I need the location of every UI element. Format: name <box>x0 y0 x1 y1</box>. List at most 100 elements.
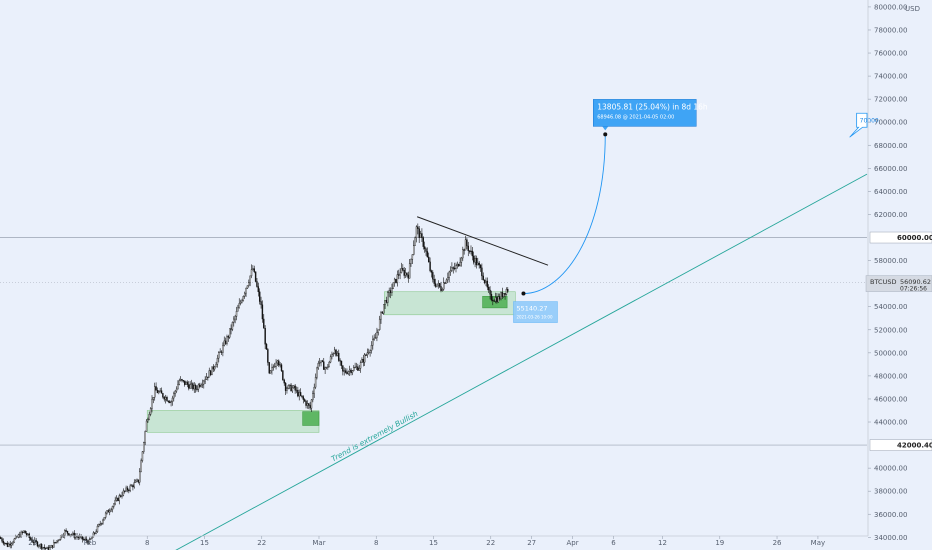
candle-body <box>402 268 404 271</box>
candle-body <box>242 296 245 301</box>
candle-body <box>329 356 332 363</box>
projection-start-dot[interactable] <box>521 291 526 296</box>
candle <box>200 382 202 388</box>
demand-zone-strong[interactable] <box>482 296 508 309</box>
time-tick-label: 6 <box>611 539 616 547</box>
candle <box>250 264 253 279</box>
price-tick-label: 70000.00 <box>874 119 907 127</box>
ascending-support-trendline[interactable] <box>164 173 868 550</box>
candle-body <box>488 286 490 291</box>
candle <box>243 291 246 299</box>
candle <box>178 378 180 386</box>
candle-body <box>421 233 423 238</box>
candle <box>443 277 445 291</box>
candle <box>395 278 397 284</box>
candle-body <box>200 384 202 387</box>
candle <box>316 366 318 380</box>
candle-body <box>434 283 437 287</box>
candle <box>347 370 349 376</box>
projection-end-dot[interactable] <box>603 132 608 137</box>
candle <box>91 536 93 539</box>
candle <box>335 348 337 357</box>
candle <box>21 530 24 535</box>
candle-body <box>114 499 116 505</box>
candle-body <box>234 316 236 320</box>
candle-body <box>269 370 272 374</box>
time-axis[interactable]: 25 Feb 8 15 22 Mar 8 15 22 27 Apr 6 12 19 26 May <box>0 535 868 547</box>
target-flag[interactable]: 70000 <box>849 112 879 138</box>
candle <box>466 237 468 250</box>
candle <box>89 538 92 541</box>
candle-body <box>36 541 39 547</box>
candle-body <box>9 543 11 546</box>
candle-body <box>493 300 495 302</box>
price-axis[interactable]: 80000.00 78000.00 76000.00 74000.00 72000.00… <box>865 0 932 542</box>
candle-body <box>278 360 280 366</box>
candle-body <box>378 318 381 330</box>
candle-body <box>316 367 318 378</box>
candle-body <box>218 352 220 359</box>
candle-body <box>425 248 427 252</box>
candle-body <box>366 352 369 356</box>
level-price-label[interactable]: 60000.00 <box>869 231 932 244</box>
candle <box>501 287 504 299</box>
level-price-text: 42000.40 <box>897 442 932 450</box>
candle-body <box>137 479 140 483</box>
time-tick-label: 12 <box>658 539 667 547</box>
candle-body <box>283 379 285 384</box>
candle <box>253 265 255 274</box>
time-tick-label: Apr <box>566 539 578 547</box>
candle-body <box>395 278 397 283</box>
level-price-label[interactable]: 42000.40 <box>869 439 932 451</box>
demand-zone[interactable] <box>146 410 320 433</box>
candle <box>10 542 13 549</box>
candle-body <box>492 299 494 302</box>
candle <box>184 380 186 387</box>
candle-body <box>5 542 7 545</box>
candle <box>196 385 198 392</box>
candle-body <box>357 366 359 371</box>
candle <box>133 479 135 489</box>
candle <box>430 269 433 278</box>
candle <box>305 399 307 409</box>
candle <box>355 362 358 370</box>
candle-body <box>145 420 148 432</box>
descending-resistance-trendline[interactable] <box>416 216 549 266</box>
candle <box>227 334 230 342</box>
candle <box>357 363 359 371</box>
candle-body <box>58 539 60 541</box>
candle <box>362 354 364 367</box>
candle <box>370 341 373 354</box>
candle <box>190 379 193 389</box>
candle <box>149 407 152 417</box>
candle-body <box>111 506 114 510</box>
candle-body <box>458 264 460 267</box>
candle-body <box>354 366 356 369</box>
candle <box>141 451 144 463</box>
candle <box>404 267 407 279</box>
candle <box>261 300 264 323</box>
candle <box>237 304 239 312</box>
candle-body <box>293 385 295 389</box>
candle-body <box>207 376 209 378</box>
projection-curve[interactable] <box>523 134 606 295</box>
time-tick-label: 22 <box>486 539 495 547</box>
candle-body <box>152 397 155 400</box>
candle-body <box>327 366 329 368</box>
candle <box>224 337 227 346</box>
candle <box>303 398 306 402</box>
time-tick-label: 25 <box>28 539 37 547</box>
demand-zone-strong[interactable] <box>302 411 320 426</box>
price-axis-currency: USD <box>905 5 920 13</box>
candle-body <box>35 539 37 543</box>
candle <box>321 359 324 363</box>
candle-body <box>34 539 36 543</box>
candle-body <box>132 485 134 488</box>
candle <box>13 537 16 543</box>
candle-body <box>443 282 445 290</box>
candle-body <box>503 293 505 297</box>
candle <box>159 388 161 393</box>
